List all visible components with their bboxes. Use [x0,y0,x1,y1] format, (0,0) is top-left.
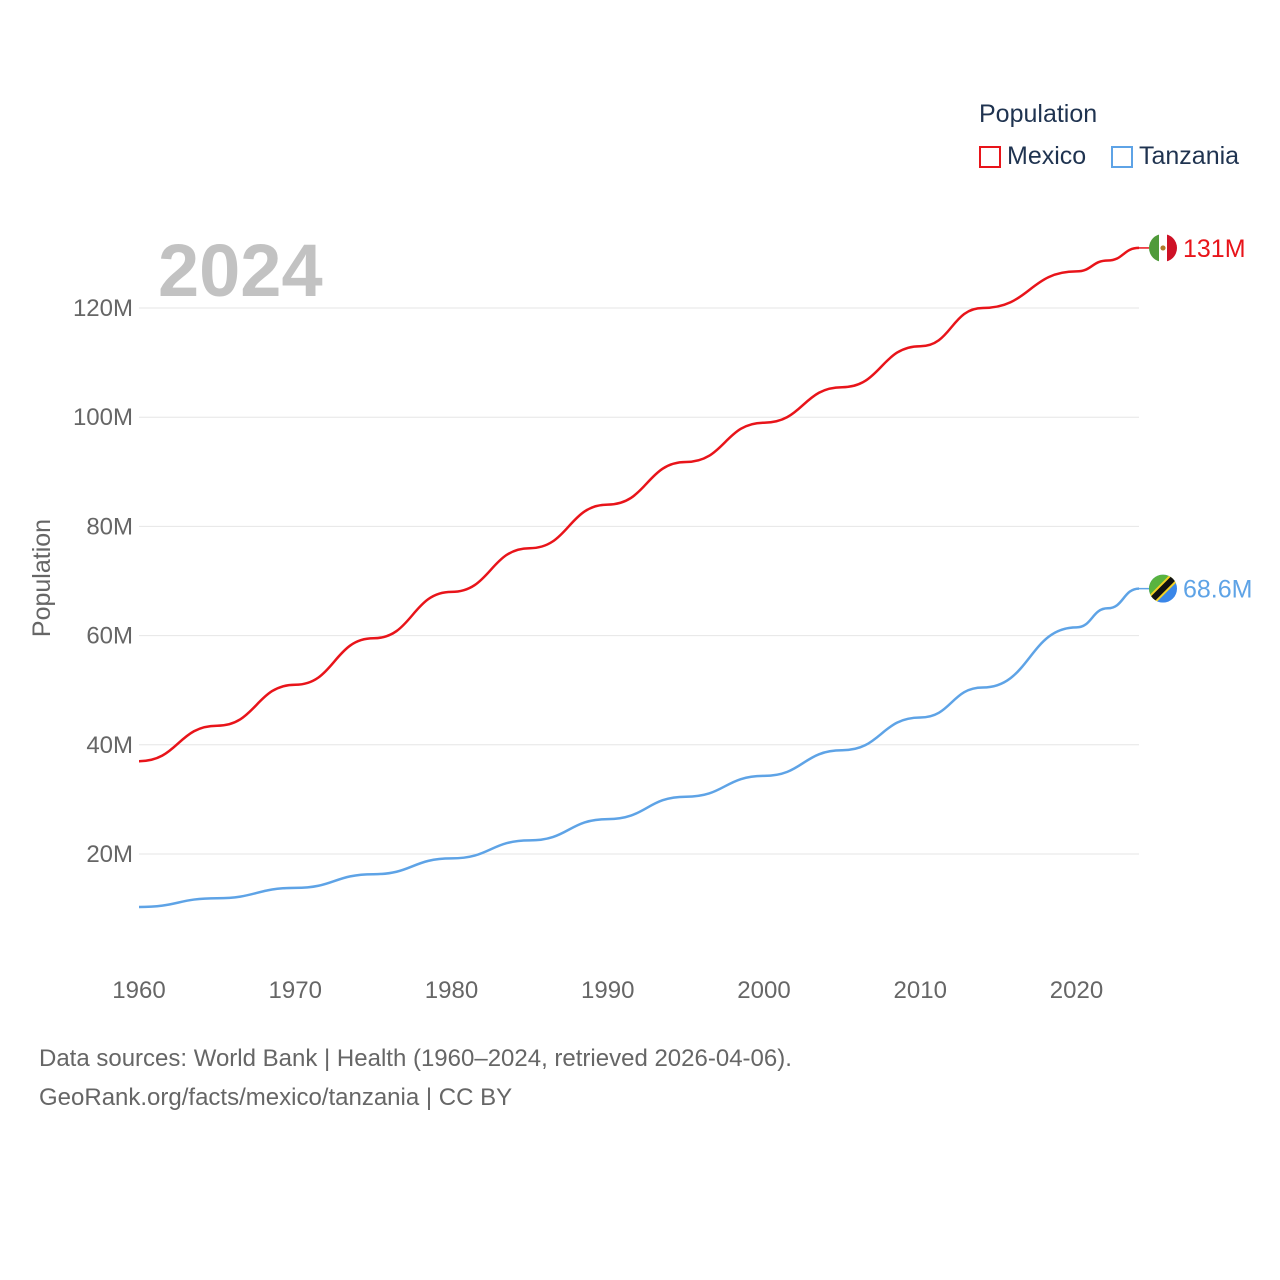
legend-swatch-tanzania [1111,145,1133,168]
y-tick-label: 80M [86,513,133,540]
tanzania-flag-icon [1149,574,1177,603]
end-markers [1149,233,1177,603]
legend-swatch-mexico [979,145,1001,168]
legend-label-mexico: Mexico [1007,142,1087,170]
legend-title: Population [979,100,1098,128]
x-tick-label: 2010 [894,977,947,1004]
end-label-mexico: 131M [1183,235,1246,263]
x-tick-label: 1990 [581,977,634,1004]
grid-lines [139,307,1139,855]
y-axis-ticks: 20M 40M 60M 80M 100M 120M [73,295,133,868]
legend-label-tanzania: Tanzania [1139,142,1240,170]
x-tick-label: 1960 [112,977,165,1004]
year-label: 2024 [158,229,323,312]
y-tick-label: 20M [86,841,133,868]
mexico-flag-icon [1149,233,1177,262]
end-labels: 131M 68.6M [1183,235,1252,604]
x-tick-label: 2020 [1050,977,1103,1004]
legend-item-mexico[interactable]: Mexico [979,142,1086,171]
series-line-mexico [138,246,1140,763]
source-text: Data sources: World Bank | Health (1960–… [39,1045,792,1072]
y-tick-label: 100M [73,404,133,431]
series-line-tanzania [138,587,1140,909]
y-axis-title: Population [28,519,56,637]
end-label-tanzania: 68.6M [1183,576,1252,604]
attribution-link[interactable]: GeoRank.org/facts/mexico/tanzania | CC B… [39,1084,513,1111]
y-tick-label: 40M [86,732,133,759]
series-lines [138,246,1149,909]
x-tick-label: 1980 [425,977,478,1004]
legend-item-tanzania[interactable]: Tanzania [1111,142,1239,171]
y-tick-label: 120M [73,295,133,322]
x-tick-label: 2000 [737,977,790,1004]
x-axis-ticks: 1960 1970 1980 1990 2000 2010 2020 [112,977,1103,1004]
y-tick-label: 60M [86,623,133,650]
x-tick-label: 1970 [269,977,322,1004]
